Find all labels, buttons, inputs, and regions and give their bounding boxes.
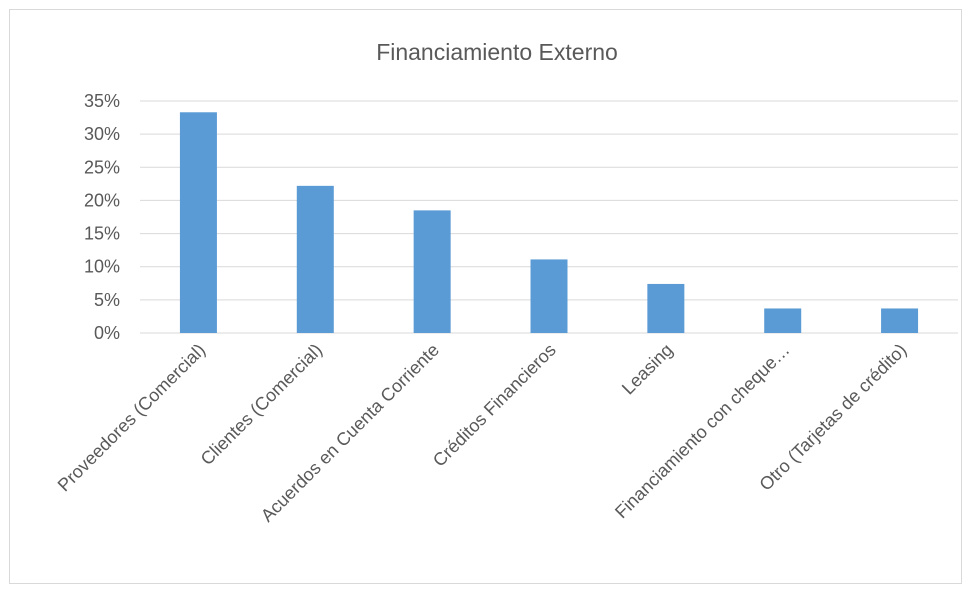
bar	[530, 259, 568, 333]
category-labels: Proveedores (Comercial)Clientes (Comerci…	[54, 340, 911, 526]
y-tick-label: 10%	[84, 257, 120, 277]
bar	[647, 283, 685, 333]
bar	[413, 210, 451, 333]
y-tick-label: 0%	[94, 323, 120, 343]
gridlines	[140, 100, 958, 334]
bar	[881, 308, 919, 333]
category-label: Leasing	[618, 340, 677, 399]
y-axis-ticks: 0% 5% 10% 15% 20% 25% 30% 35%	[84, 91, 120, 343]
chart-title: Financiamiento Externo	[376, 39, 618, 65]
category-label: Clientes (Comercial)	[197, 340, 326, 469]
y-tick-label: 15%	[84, 224, 120, 244]
category-label: Proveedores (Comercial)	[54, 340, 210, 496]
chart-frame	[9, 9, 962, 584]
y-tick-label: 20%	[84, 190, 120, 210]
y-tick-label: 30%	[84, 124, 120, 144]
y-tick-label: 35%	[84, 91, 120, 111]
y-tick-label: 5%	[94, 290, 120, 310]
y-tick-label: 25%	[84, 157, 120, 177]
bar	[296, 185, 334, 333]
bar	[764, 308, 802, 333]
bars	[179, 112, 919, 333]
bar	[179, 112, 217, 333]
category-label: Créditos Financieros	[429, 340, 560, 471]
